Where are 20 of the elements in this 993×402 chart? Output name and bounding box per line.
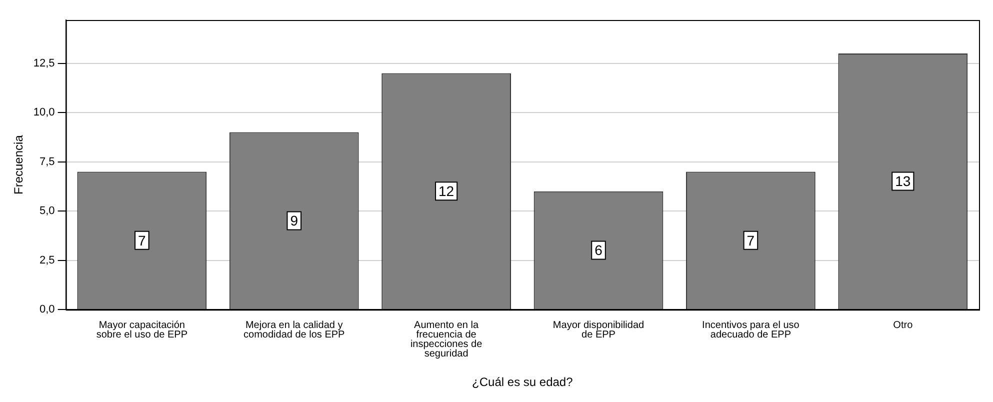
y-tick-label: 2,5	[40, 254, 55, 266]
y-tick-label: 5,0	[40, 205, 55, 218]
x-tick-label: Mayor disponibilidad de EPP	[552, 320, 644, 341]
x-tick-label: Mejora en la calidad y comodidad de los EPP	[244, 320, 346, 341]
data-label: 7	[746, 232, 755, 248]
y-axis-title: Frecuencia	[12, 134, 26, 194]
data-label: 6	[594, 242, 603, 258]
x-tick-label: Incentivos para el uso adecuado de EPP	[702, 320, 800, 341]
data-label: 9	[290, 212, 298, 229]
data-label: 7	[138, 232, 146, 248]
data-label: 13	[895, 173, 911, 190]
data-label: 12	[438, 183, 454, 200]
x-axis-title: ¿Cuál es su edad?	[472, 375, 574, 390]
x-tick-label: Aumento en la frecuencia de inspecciones de seguridad	[410, 320, 483, 360]
y-tick-label: 10,0	[33, 106, 55, 119]
y-tick-label: 0,0	[40, 304, 55, 316]
y-tick-label: 12,5	[33, 57, 55, 70]
y-tick-label: 7,5	[40, 156, 55, 168]
x-tick-label: Otro	[893, 320, 914, 332]
x-tick-label: Mayor capacitación sobre el uso de EPP	[96, 320, 188, 341]
